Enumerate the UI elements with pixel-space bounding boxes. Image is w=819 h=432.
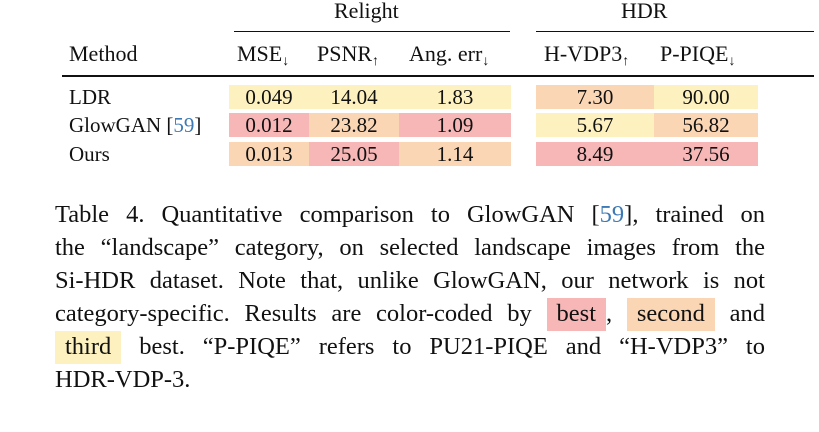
hdr-cmidrule — [536, 31, 814, 33]
legend-best-swatch: best — [546, 298, 606, 331]
citation-link[interactable]: 59 — [173, 113, 195, 137]
cell-ours-hvdp: 8.49 — [536, 142, 654, 166]
row-label-glowgan: GlowGAN [59] — [69, 113, 202, 137]
cell-ldr-hvdp: 7.30 — [536, 85, 654, 109]
cell-glowgan-mse: 0.012 — [229, 113, 309, 137]
column-header-p-piqe: P-PIQE↓ — [660, 41, 736, 69]
relight-cmidrule — [234, 31, 510, 33]
header-rule — [62, 75, 814, 77]
cell-ldr-piqe: 90.00 — [654, 85, 758, 109]
caption-line-5: third best. “P-PIQE” refers to PU21-PIQE… — [55, 330, 765, 364]
cell-ours-piqe: 37.56 — [654, 142, 758, 166]
column-header-ang-err: Ang. err↓ — [409, 41, 490, 69]
results-table: Relight HDR Method MSE↓ PSNR↑ Ang. err↓ … — [58, 0, 814, 180]
cell-ldr-psnr: 14.04 — [309, 85, 399, 109]
caption-line-4: category-specific. Results are color-cod… — [55, 297, 765, 331]
column-header-psnr: PSNR↑ — [317, 41, 380, 69]
legend-second-swatch: second — [626, 298, 715, 331]
cell-glowgan-hvdp: 5.67 — [536, 113, 654, 137]
column-header-h-vdp3: H-VDP3↑ — [544, 41, 630, 69]
group-header-hdr: HDR — [621, 0, 668, 23]
caption-line-2: the “landscape” category, on selected la… — [55, 234, 765, 261]
cell-glowgan-psnr: 23.82 — [309, 113, 399, 137]
caption-line-1: Table 4. Quantitative comparison to Glow… — [55, 201, 765, 228]
citation-link[interactable]: 59 — [599, 201, 625, 228]
column-header-mse: MSE↓ — [237, 41, 290, 69]
column-header-method: Method — [69, 41, 138, 66]
cell-glowgan-piqe: 56.82 — [654, 113, 758, 137]
row-label-ours: Ours — [69, 142, 110, 166]
legend-third-swatch: third — [55, 331, 122, 364]
row-label-ldr: LDR — [69, 85, 111, 109]
cell-glowgan-ang: 1.09 — [399, 113, 511, 137]
caption-line-3: Si-HDR dataset. Note that, unlike GlowGA… — [55, 267, 765, 294]
table-caption: Table 4. Quantitative comparison to Glow… — [55, 198, 765, 396]
cell-ldr-ang: 1.83 — [399, 85, 511, 109]
caption-line-6: HDR-VDP-3. — [55, 366, 191, 393]
group-header-relight: Relight — [334, 0, 399, 23]
cell-ours-mse: 0.013 — [229, 142, 309, 166]
cell-ours-psnr: 25.05 — [309, 142, 399, 166]
cell-ldr-mse: 0.049 — [229, 85, 309, 109]
cell-ours-ang: 1.14 — [399, 142, 511, 166]
